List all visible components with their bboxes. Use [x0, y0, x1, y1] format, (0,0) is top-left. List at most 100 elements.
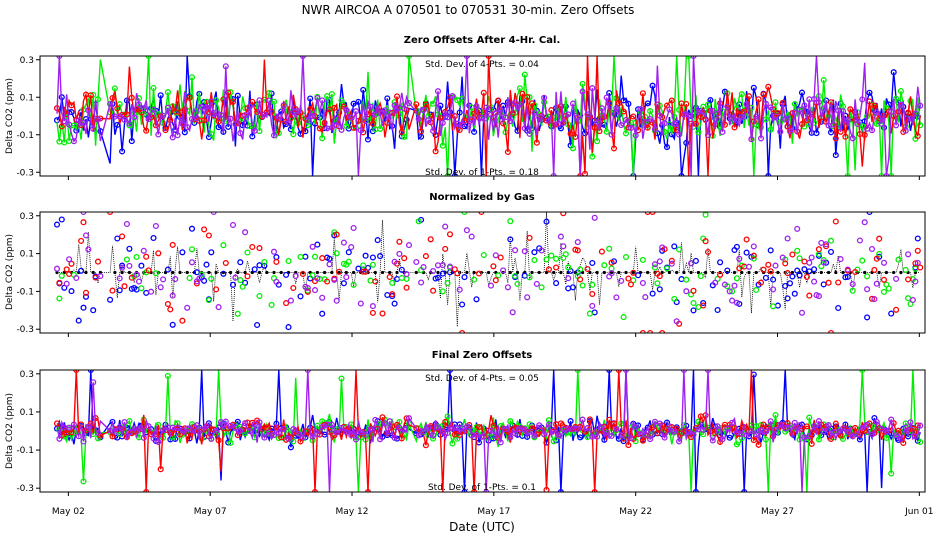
- series-3-point: [654, 429, 661, 437]
- series-2-point: [220, 242, 227, 249]
- reference-point: [827, 270, 831, 275]
- series-4-point: [237, 130, 244, 137]
- series-1-point: [273, 254, 280, 261]
- series-4-point: [266, 429, 273, 436]
- series-1-point: [391, 300, 398, 307]
- series-4-point: [668, 260, 675, 267]
- reference-point: [537, 270, 541, 275]
- reference-point: [747, 270, 751, 275]
- series-4-point: [627, 124, 634, 132]
- series-3-point: [755, 441, 762, 448]
- reference-point: [732, 270, 737, 275]
- series-4-point: [340, 239, 347, 246]
- reference-point: [834, 270, 838, 275]
- series-4-point: [319, 294, 326, 301]
- series-4-point: [381, 107, 388, 114]
- series-3-point: [909, 425, 916, 432]
- series-2-point: [897, 88, 904, 95]
- series-2-point: [762, 436, 769, 443]
- series-4-point: [157, 284, 164, 291]
- series-4-point: [794, 225, 801, 232]
- series-3-point: [283, 300, 290, 307]
- series-2-point: [553, 255, 560, 262]
- series-4-point: [873, 418, 880, 425]
- series-1-point: [813, 130, 820, 137]
- series-2-point: [697, 273, 704, 280]
- series-4-point: [536, 114, 543, 121]
- series-3-point: [606, 100, 613, 107]
- series-4-point: [90, 379, 97, 386]
- series-4-point: [179, 427, 186, 434]
- series-2-point: [297, 253, 304, 260]
- series-4-point: [859, 96, 866, 103]
- series-4-point: [70, 421, 77, 428]
- reference-point: [465, 270, 469, 275]
- series-4-point: [145, 116, 152, 123]
- series-4-point: [319, 423, 326, 431]
- series-3-point: [553, 264, 560, 271]
- series-4-point: [188, 427, 196, 434]
- series-1-point: [770, 276, 777, 283]
- series-3-point: [109, 94, 116, 102]
- series-4-point: [811, 423, 818, 430]
- series-1-point: [553, 280, 560, 287]
- series-3-point: [731, 424, 738, 431]
- series-3-point: [495, 97, 502, 104]
- series-1-point: [203, 261, 210, 268]
- series-4-point: [594, 119, 601, 126]
- xtick-label: Jun 01: [904, 507, 933, 517]
- series-1-point: [471, 128, 478, 135]
- reference-point: [689, 270, 693, 275]
- series-2-point: [586, 310, 593, 317]
- series-4-point: [85, 107, 92, 114]
- series-4-point: [343, 274, 350, 281]
- series-1-point: [461, 488, 468, 492]
- ytick-label: 0.1: [20, 93, 34, 103]
- series-1-point: [229, 281, 237, 288]
- series-3-point: [620, 108, 627, 115]
- series-4-point: [164, 104, 171, 111]
- series-4-point: [121, 418, 128, 426]
- panel-3-yticks: -0.3 -0.1 0.1 0.3: [16, 370, 40, 494]
- series-2-point: [601, 262, 608, 269]
- series-3-point: [109, 287, 116, 294]
- series-4-point: [483, 488, 490, 492]
- series-4-point: [348, 432, 355, 439]
- series-2-point: [338, 97, 345, 104]
- series-2-point: [589, 281, 596, 288]
- series-4-point: [70, 138, 77, 145]
- reference-point: [602, 270, 606, 275]
- series-1-point: [456, 109, 463, 116]
- series-4-point: [830, 121, 837, 128]
- series-4-point: [618, 277, 625, 284]
- series-2-point: [439, 288, 446, 295]
- series-1-point: [360, 86, 367, 93]
- series-4-point: [391, 258, 398, 265]
- series-4-point: [873, 109, 880, 116]
- series-4-point: [131, 114, 138, 121]
- series-2-point: [885, 285, 892, 292]
- series-2-point: [94, 96, 102, 103]
- series-4-point: [868, 245, 876, 253]
- series-1-point: [692, 488, 699, 492]
- series-4-point: [111, 428, 118, 435]
- reference-point: [776, 270, 780, 275]
- series-4-point: [801, 102, 808, 109]
- series-3-point: [316, 125, 323, 132]
- series-4-point: [584, 111, 591, 118]
- series-4-point: [85, 423, 92, 430]
- series-2-point: [770, 303, 777, 310]
- series-1-point: [656, 286, 663, 293]
- series-3-point: [299, 270, 306, 278]
- series-2-point: [579, 282, 586, 289]
- series-1-point: [864, 314, 871, 321]
- series-3-point: [697, 113, 704, 121]
- series-2-point: [290, 438, 297, 445]
- series-2-point: [531, 257, 538, 264]
- series-3-point: [490, 263, 497, 270]
- series-4-point: [574, 239, 581, 246]
- series-2-point: [480, 251, 487, 259]
- series-4-point: [160, 427, 167, 434]
- series-3-point: [832, 135, 839, 142]
- series-4-point: [647, 115, 654, 123]
